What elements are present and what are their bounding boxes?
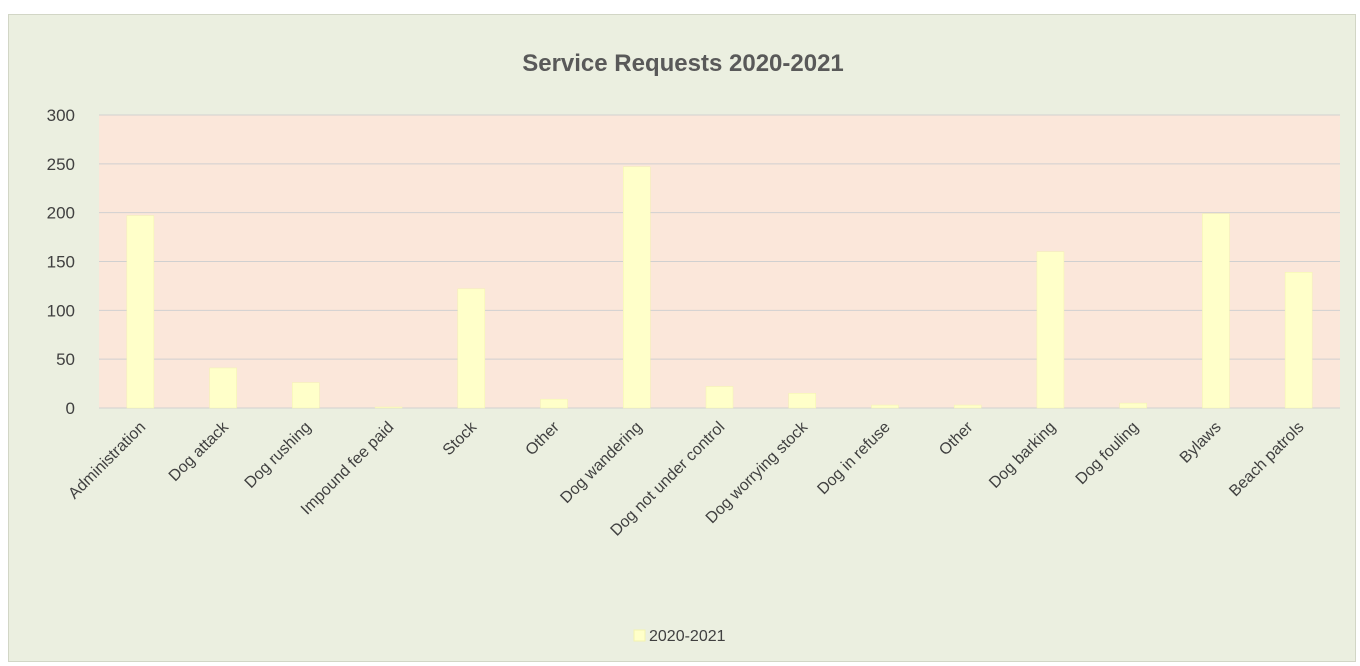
x-axis-ticks: Administration Dog attack Dog rushingImpou… xyxy=(65,418,1307,540)
x-tick-label: Stock xyxy=(440,418,481,459)
bar xyxy=(1202,213,1230,409)
x-tick-label: Dog wandering xyxy=(557,419,645,507)
bars xyxy=(126,166,1313,409)
x-tick-label: Dog fouling xyxy=(1073,419,1142,488)
y-tick-label: 50 xyxy=(56,350,75,369)
bar xyxy=(788,393,816,409)
bar xyxy=(1119,402,1147,409)
legend-label: 2020-2021 xyxy=(649,628,726,645)
y-axis-ticks: 0 50 100 150 200 250 300 xyxy=(47,106,75,418)
x-tick-label: Dog barking xyxy=(986,419,1059,492)
x-tick-label: Other xyxy=(936,418,977,459)
chart-title: Service Requests 2020-2021 xyxy=(522,50,844,77)
legend-swatch xyxy=(633,629,646,642)
y-tick-label: 200 xyxy=(47,204,75,223)
x-tick-label: Other xyxy=(523,418,564,459)
x-tick-label: Impound fee paid xyxy=(298,419,397,518)
y-tick-label: 0 xyxy=(66,399,75,418)
x-tick-label: Beach patrols xyxy=(1226,419,1307,500)
bar xyxy=(457,288,486,409)
bar xyxy=(126,215,155,409)
bar xyxy=(953,404,982,409)
legend: 2020-2021 xyxy=(633,628,726,645)
y-tick-label: 150 xyxy=(47,253,75,272)
x-tick-label: Dog in refuse xyxy=(814,419,893,498)
bar xyxy=(705,386,734,409)
bar xyxy=(1284,271,1313,409)
x-tick-label: Administration xyxy=(65,419,149,503)
bar xyxy=(374,406,403,409)
chart-svg: Service Requests 2020-2021 0 50 100 150 200 2… xyxy=(47,50,1340,645)
bar xyxy=(1036,251,1065,409)
bar xyxy=(292,382,320,409)
x-tick-label: Dog rushing xyxy=(242,419,315,492)
y-tick-label: 250 xyxy=(47,155,75,174)
bar xyxy=(209,367,237,409)
y-tick-label: 100 xyxy=(47,301,75,320)
bar xyxy=(623,166,651,409)
bar xyxy=(540,398,568,409)
chart-area: Service Requests 2020-2021 0 50 100 150 200 2… xyxy=(8,14,1356,662)
x-tick-label: Dog attack xyxy=(166,418,233,485)
y-tick-label: 300 xyxy=(47,106,75,125)
bar xyxy=(871,404,899,409)
x-tick-label: Bylaws xyxy=(1177,419,1225,467)
